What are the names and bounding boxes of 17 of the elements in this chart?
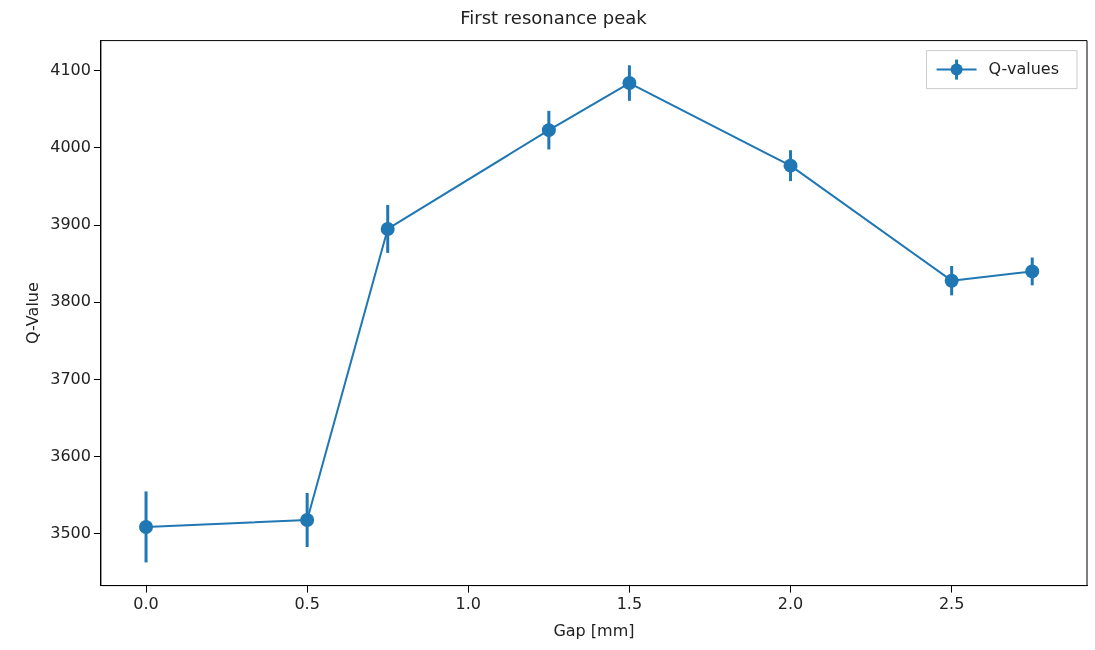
- y-tick-label: 3500: [50, 523, 91, 543]
- x-tick-label: 0.5: [294, 594, 320, 614]
- y-tick-label: 3700: [50, 368, 91, 388]
- y-tick-label: 4100: [50, 59, 91, 79]
- x-tick-label: 1.5: [616, 594, 643, 614]
- x-tick-label: 0.0: [133, 594, 159, 614]
- y-tick-label: 3900: [50, 214, 91, 234]
- y-tick-label: 3800: [50, 291, 91, 311]
- y-axis-title: Q-Value: [22, 282, 42, 345]
- y-tick-label: 3600: [50, 445, 91, 465]
- x-tick-label: 2.0: [777, 594, 804, 614]
- x-axis-title: Gap [mm]: [553, 620, 635, 640]
- y-tick-label: 4000: [50, 137, 91, 157]
- chart-title: First resonance peak: [460, 7, 648, 29]
- x-tick-label: 2.5: [938, 594, 965, 614]
- x-tick-label: 1.0: [455, 594, 482, 614]
- legend-label: Q-values: [988, 58, 1059, 78]
